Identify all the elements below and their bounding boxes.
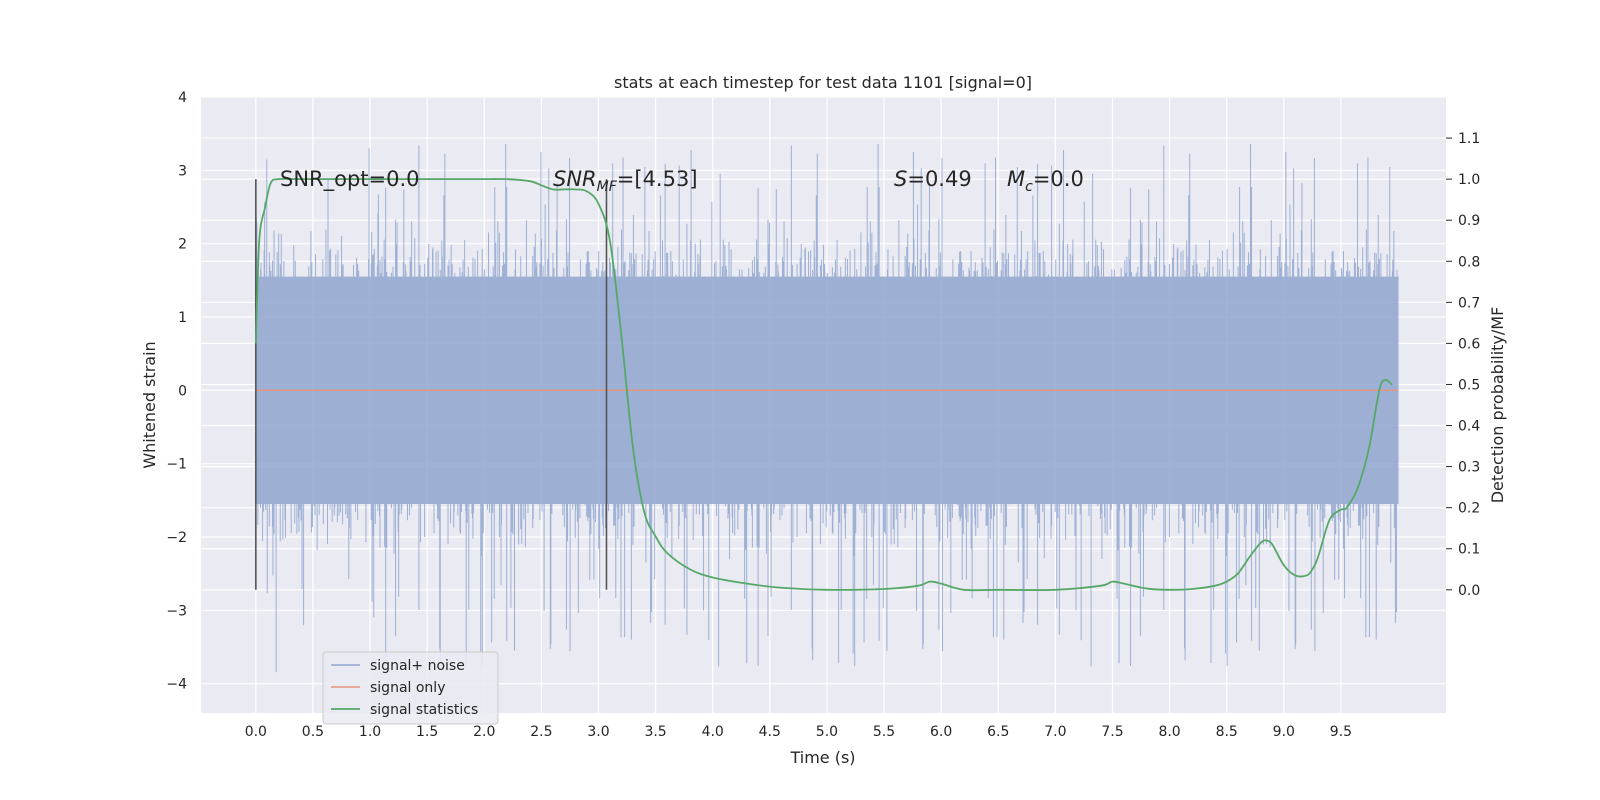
right-y-tick-label: 0.7 [1458, 295, 1480, 311]
annotation-snr-opt: SNR_opt=0.0 [280, 167, 420, 192]
x-tick-label: 0.0 [245, 724, 267, 740]
x-tick-label: 3.5 [644, 724, 666, 740]
x-tick-label: 4.0 [702, 724, 724, 740]
legend: signal+ noise signal only signal statist… [322, 651, 499, 725]
y-axis-label: Whitened strain [140, 341, 159, 468]
x-tick-label: 8.5 [1216, 724, 1238, 740]
y-tick-label: 4 [178, 90, 187, 106]
x-tick-label: 2.5 [530, 724, 552, 740]
right-y-tick-label: 1.0 [1458, 172, 1480, 188]
y-tick-label: 2 [178, 237, 187, 253]
x-tick-label: 5.5 [873, 724, 895, 740]
annotation-s: S=0.49 [894, 167, 972, 191]
series-signal-statistics [254, 177, 1393, 592]
right-y-tick-label: 0.4 [1458, 419, 1480, 435]
x-tick-label: 1.0 [359, 724, 381, 740]
y-tick-label: −4 [166, 677, 187, 693]
x-tick-label: 9.5 [1330, 724, 1352, 740]
y-tick-label: 1 [178, 310, 187, 326]
y-axis-ticks: −4 −3 −2 −1 0 1 2 3 4 [166, 90, 187, 693]
x-tick-label: 7.5 [1101, 724, 1123, 740]
chart-title: stats at each timestep for test data 110… [614, 73, 1032, 92]
x-tick-label: 8.0 [1158, 724, 1180, 740]
right-y-tick-label: 0.2 [1458, 501, 1480, 517]
x-tick-label: 0.5 [302, 724, 324, 740]
right-y-tick-label: 0.1 [1458, 542, 1480, 558]
legend-label-signal-statistics: signal statistics [370, 702, 478, 718]
x-tick-label: 6.5 [987, 724, 1009, 740]
right-y-axis-ticks: 0.0 0.1 0.2 0.3 0.4 0.5 0.6 0.7 0.8 0.9 1.0 1.1 [1446, 131, 1480, 599]
right-y-tick-label: 0.5 [1458, 377, 1480, 393]
legend-label-signal-only: signal only [370, 680, 445, 696]
right-y-tick-label: 0.3 [1458, 460, 1480, 476]
right-y-axis-label: Detection probability/MF [1488, 307, 1507, 504]
right-y-tick-label: 0.0 [1458, 583, 1480, 599]
x-tick-label: 6.0 [930, 724, 952, 740]
x-tick-label: 2.0 [473, 724, 495, 740]
x-axis-ticks: 0.0 0.5 1.0 1.5 2.0 2.5 3.0 3.5 4.0 4.5 5.0 5.5 6.0 6… [245, 724, 1352, 740]
x-tick-label: 1.5 [416, 724, 438, 740]
y-tick-label: 0 [178, 383, 187, 399]
y-tick-label: −2 [166, 530, 187, 546]
x-axis-label: Time (s) [789, 748, 855, 767]
right-y-tick-label: 0.6 [1458, 336, 1480, 352]
x-tick-label: 4.5 [759, 724, 781, 740]
vertical-markers [255, 179, 608, 590]
x-tick-label: 3.0 [587, 724, 609, 740]
x-tick-label: 5.0 [816, 724, 838, 740]
annotation-mc: Mc=0.0 [1007, 167, 1084, 195]
y-tick-label: 3 [178, 163, 187, 179]
legend-label-signal-plus-noise: signal+ noise [370, 658, 465, 674]
annotation-snr-mf: SNRMF=[4.53] [553, 167, 698, 195]
right-y-tick-label: 1.1 [1458, 131, 1480, 147]
x-tick-label: 7.0 [1044, 724, 1066, 740]
x-tick-label: 9.0 [1273, 724, 1295, 740]
right-y-tick-label: 0.9 [1458, 213, 1480, 229]
right-y-tick-label: 0.8 [1458, 254, 1480, 270]
y-tick-label: −3 [166, 603, 187, 619]
y-tick-label: −1 [166, 457, 187, 473]
legend-box [322, 651, 499, 725]
